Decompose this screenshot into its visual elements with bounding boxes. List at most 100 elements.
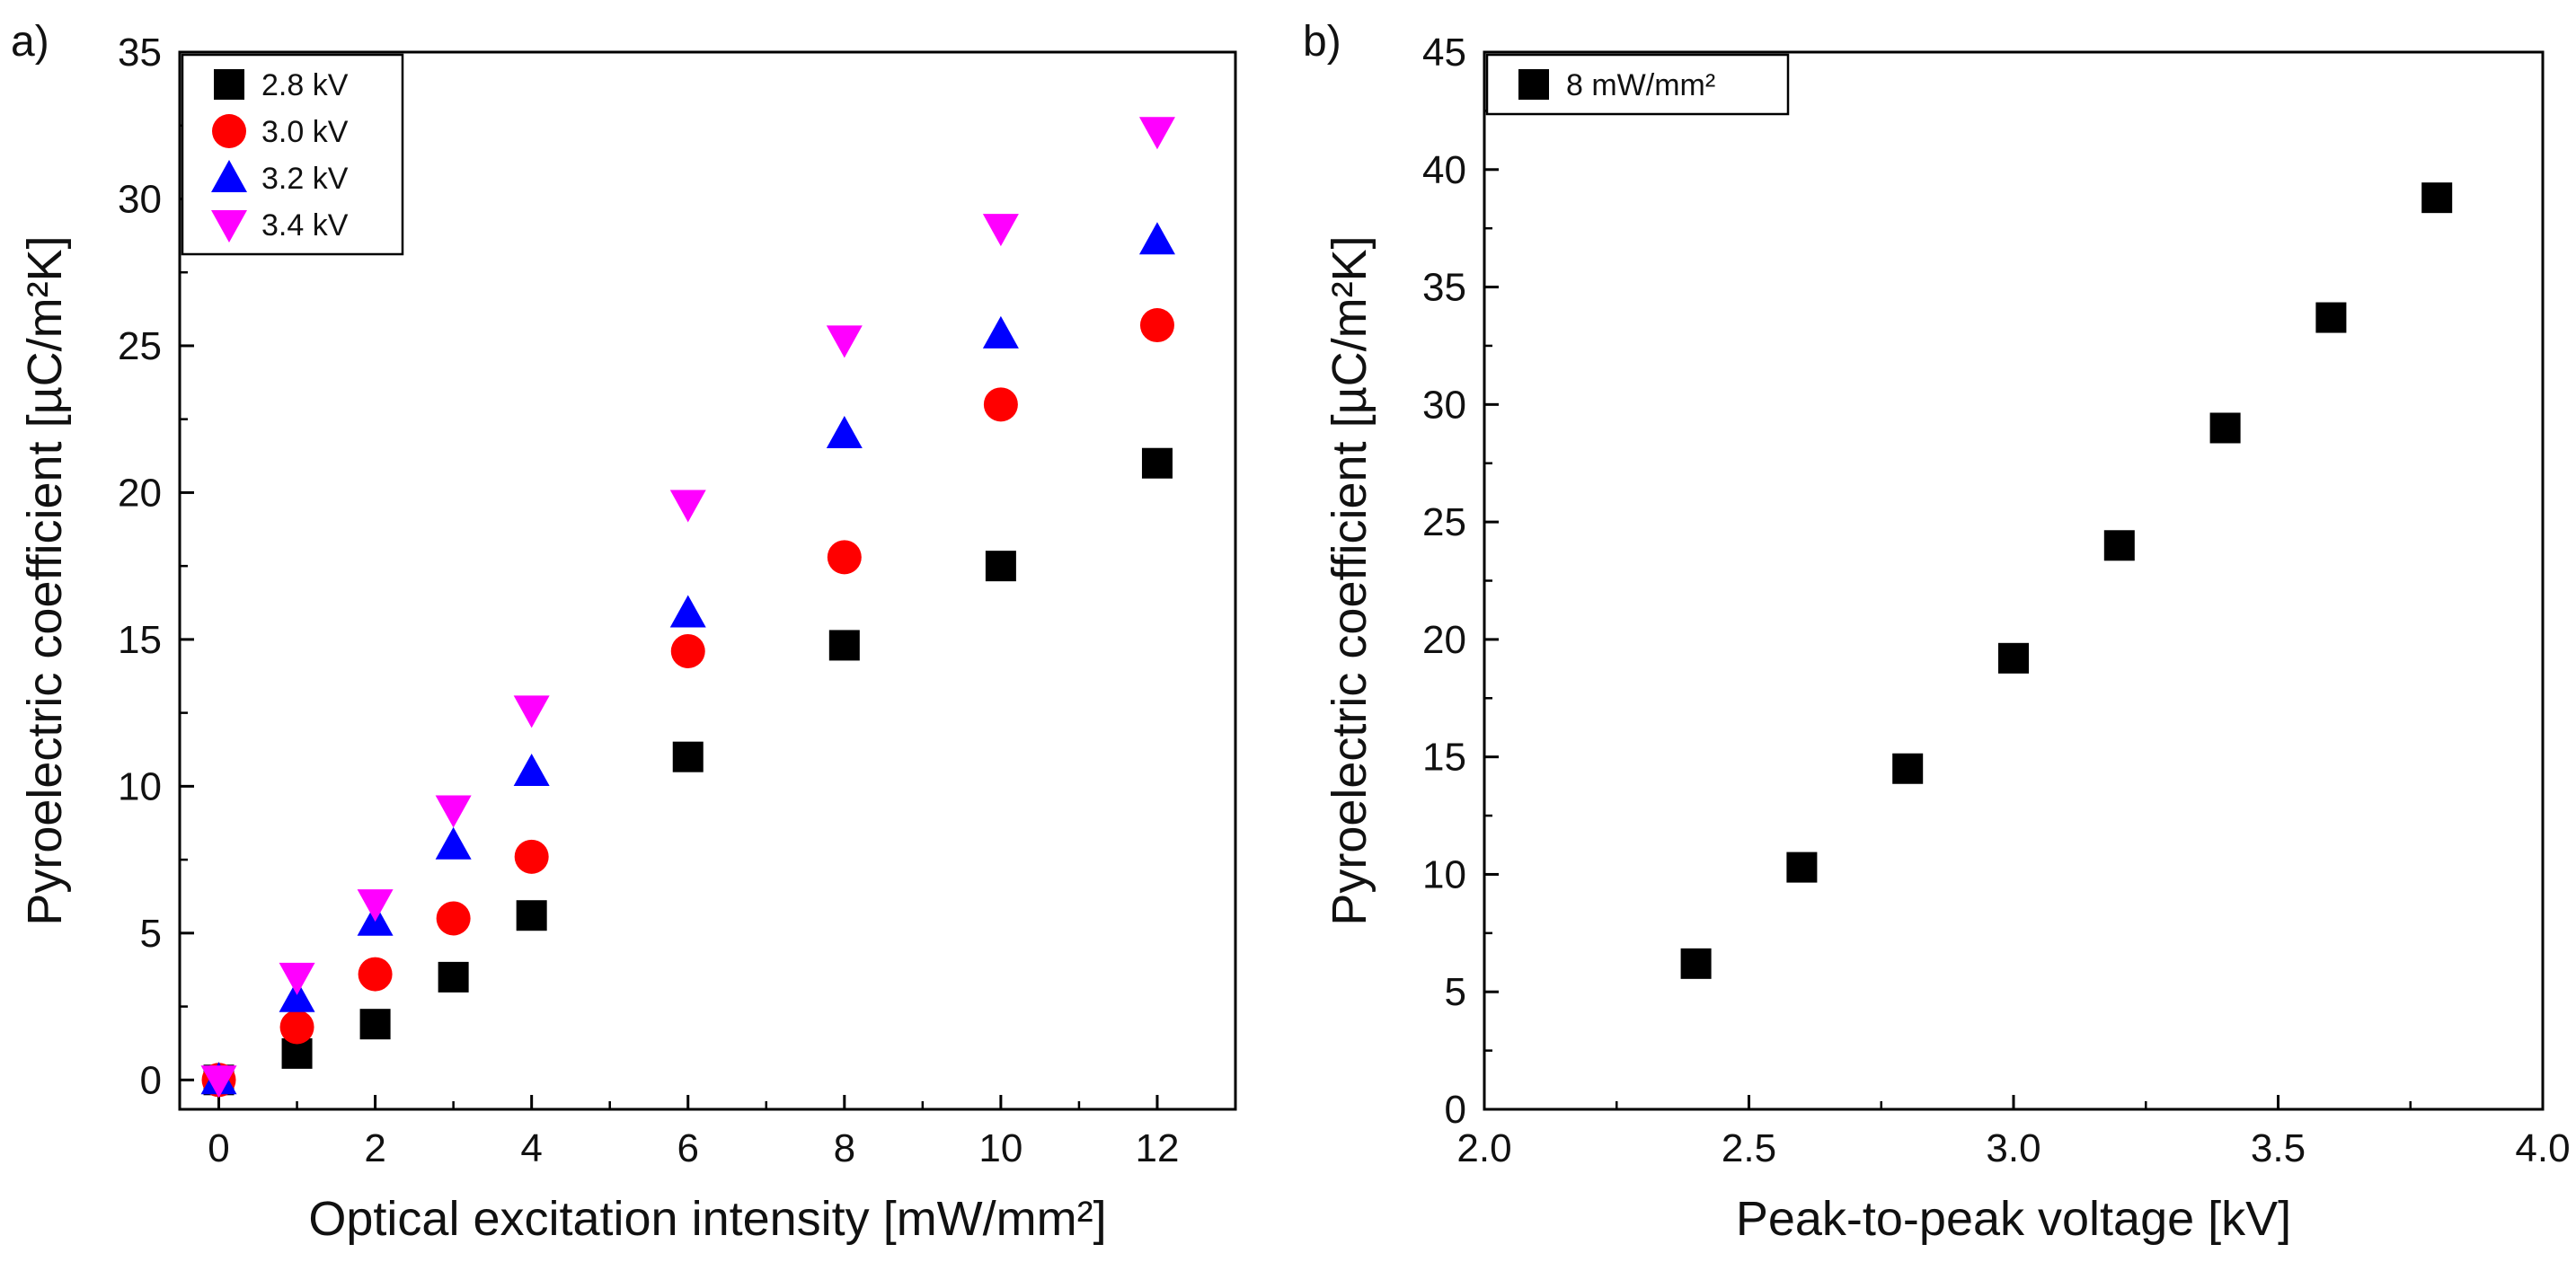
- data-point: [1138, 222, 1175, 255]
- data-point: [436, 901, 471, 936]
- data-point: [982, 214, 1019, 247]
- y-tick-label: 0: [140, 1058, 162, 1102]
- y-tick-label: 30: [1422, 383, 1466, 427]
- y-tick-label: 5: [1445, 970, 1466, 1014]
- y-axis-title-a: Pyroelectric coefficient [µC/m²K]: [18, 235, 72, 925]
- data-point: [826, 416, 863, 449]
- data-point: [669, 490, 706, 523]
- y-tick-label: 40: [1422, 148, 1466, 192]
- data-point: [982, 315, 1019, 349]
- x-tick-label: 4.0: [2515, 1126, 2570, 1170]
- y-tick-label: 10: [118, 764, 162, 808]
- y-tick-label: 0: [1445, 1088, 1466, 1132]
- data-point: [670, 633, 705, 668]
- data-point: [1680, 948, 1712, 979]
- data-point: [2421, 182, 2453, 214]
- y-tick-label: 30: [118, 177, 162, 221]
- series-3-4-kv: [200, 117, 1175, 1099]
- y-tick-label: 20: [1422, 618, 1466, 662]
- x-tick-label: 2.5: [1722, 1126, 1776, 1170]
- y-tick-label: 20: [118, 471, 162, 515]
- legend-label: 3.4 kV: [261, 208, 349, 243]
- x-tick-label: 6: [677, 1126, 698, 1170]
- y-tick-label: 5: [140, 912, 162, 956]
- y-tick-label: 35: [1422, 266, 1466, 310]
- data-point: [1139, 308, 1174, 343]
- data-point: [279, 962, 315, 995]
- plot-frame-a: [178, 50, 1237, 1111]
- x-tick-label: 2: [364, 1126, 385, 1170]
- plot-frame-b: [1483, 50, 2545, 1111]
- legend-label: 2.8 kV: [261, 68, 349, 102]
- data-points-a: [200, 117, 1175, 1099]
- legend-label: 3.0 kV: [261, 115, 349, 149]
- data-point: [983, 387, 1018, 422]
- data-point: [357, 889, 394, 922]
- data-points-b: [1680, 182, 2453, 979]
- data-point: [1786, 852, 1818, 883]
- data-point: [279, 979, 315, 1012]
- data-point: [435, 795, 472, 828]
- data-point: [513, 695, 550, 728]
- x-tick-label: 4: [520, 1126, 542, 1170]
- y-axis-ticks-b: 0 5 10 15 20 25 30 35 40 45: [1422, 31, 1499, 1132]
- data-point: [359, 1009, 391, 1040]
- legend-marker: [211, 160, 247, 192]
- data-point: [669, 595, 706, 628]
- series-8-mw-mm-: [1680, 182, 2453, 979]
- data-point: [2103, 530, 2135, 561]
- data-point: [200, 1065, 237, 1099]
- data-point: [672, 741, 704, 772]
- data-point: [1892, 753, 1924, 784]
- panel-b: b) 2.0 2.5 3.0 3.5 4.0 0 5 10 15 20 25 30 35 40 45 8 …: [1303, 18, 2571, 1246]
- y-tick-label: 35: [118, 31, 162, 75]
- data-point: [1998, 642, 2029, 674]
- data-point: [516, 900, 547, 931]
- data-point: [827, 540, 862, 575]
- data-point: [514, 839, 549, 874]
- legend-marker: [214, 69, 244, 100]
- data-point: [358, 957, 393, 992]
- legend-marker: [1518, 69, 1549, 100]
- data-point: [1141, 447, 1173, 479]
- data-point: [513, 754, 550, 787]
- y-axis-title-b: Pyroelectric coefficient [µC/m²K]: [1323, 235, 1377, 925]
- x-axis-ticks-b: 2.0 2.5 3.0 3.5 4.0: [1456, 1095, 2571, 1170]
- legend-a: 2.8 kV 3.0 kV 3.2 kV 3.4 kV: [181, 53, 404, 256]
- data-point: [828, 630, 860, 661]
- data-point: [435, 826, 472, 860]
- data-point: [438, 961, 469, 993]
- data-point: [2209, 412, 2241, 444]
- data-point: [826, 325, 863, 358]
- y-tick-label: 25: [118, 324, 162, 368]
- legend-label: 3.2 kV: [261, 162, 349, 196]
- x-tick-label: 0: [208, 1126, 229, 1170]
- y-tick-label: 45: [1422, 31, 1466, 75]
- data-point: [2315, 302, 2347, 333]
- legend-b: 8 mW/mm²: [1485, 53, 1790, 116]
- legend-label: 8 mW/mm²: [1566, 68, 1715, 102]
- x-tick-label: 10: [978, 1126, 1022, 1170]
- series-2-8-kv: [203, 447, 1173, 1096]
- y-tick-label: 15: [118, 618, 162, 662]
- y-tick-label: 10: [1422, 852, 1466, 896]
- x-axis-title-b: Peak-to-peak voltage [kV]: [1736, 1192, 2291, 1246]
- x-tick-label: 12: [1135, 1126, 1179, 1170]
- x-axis-title-a: Optical excitation intensity [mW/mm²]: [308, 1192, 1106, 1246]
- x-axis-ticks-a: 0 2 4 6 8 10 12: [208, 1095, 1179, 1170]
- y-tick-label: 15: [1422, 736, 1466, 780]
- data-point: [985, 551, 1016, 582]
- legend-marker: [212, 114, 246, 148]
- data-point: [1138, 117, 1175, 150]
- y-axis-ticks-a: 0 5 10 15 20 25 30 35: [118, 31, 194, 1102]
- series-3-0-kv: [201, 308, 1174, 1098]
- x-tick-label: 2.0: [1456, 1126, 1511, 1170]
- x-tick-label: 3.0: [1986, 1126, 2040, 1170]
- x-tick-label: 3.5: [2251, 1126, 2306, 1170]
- panel-label-a: a): [11, 18, 49, 66]
- x-tick-label: 8: [834, 1126, 855, 1170]
- panel-a: a) 0 2 4 6 8 10 12 0 5 10 15 20 25 30 35 2.8 kV 3.0 kV…: [11, 18, 1237, 1246]
- y-tick-label: 25: [1422, 500, 1466, 544]
- panel-label-b: b): [1303, 18, 1341, 66]
